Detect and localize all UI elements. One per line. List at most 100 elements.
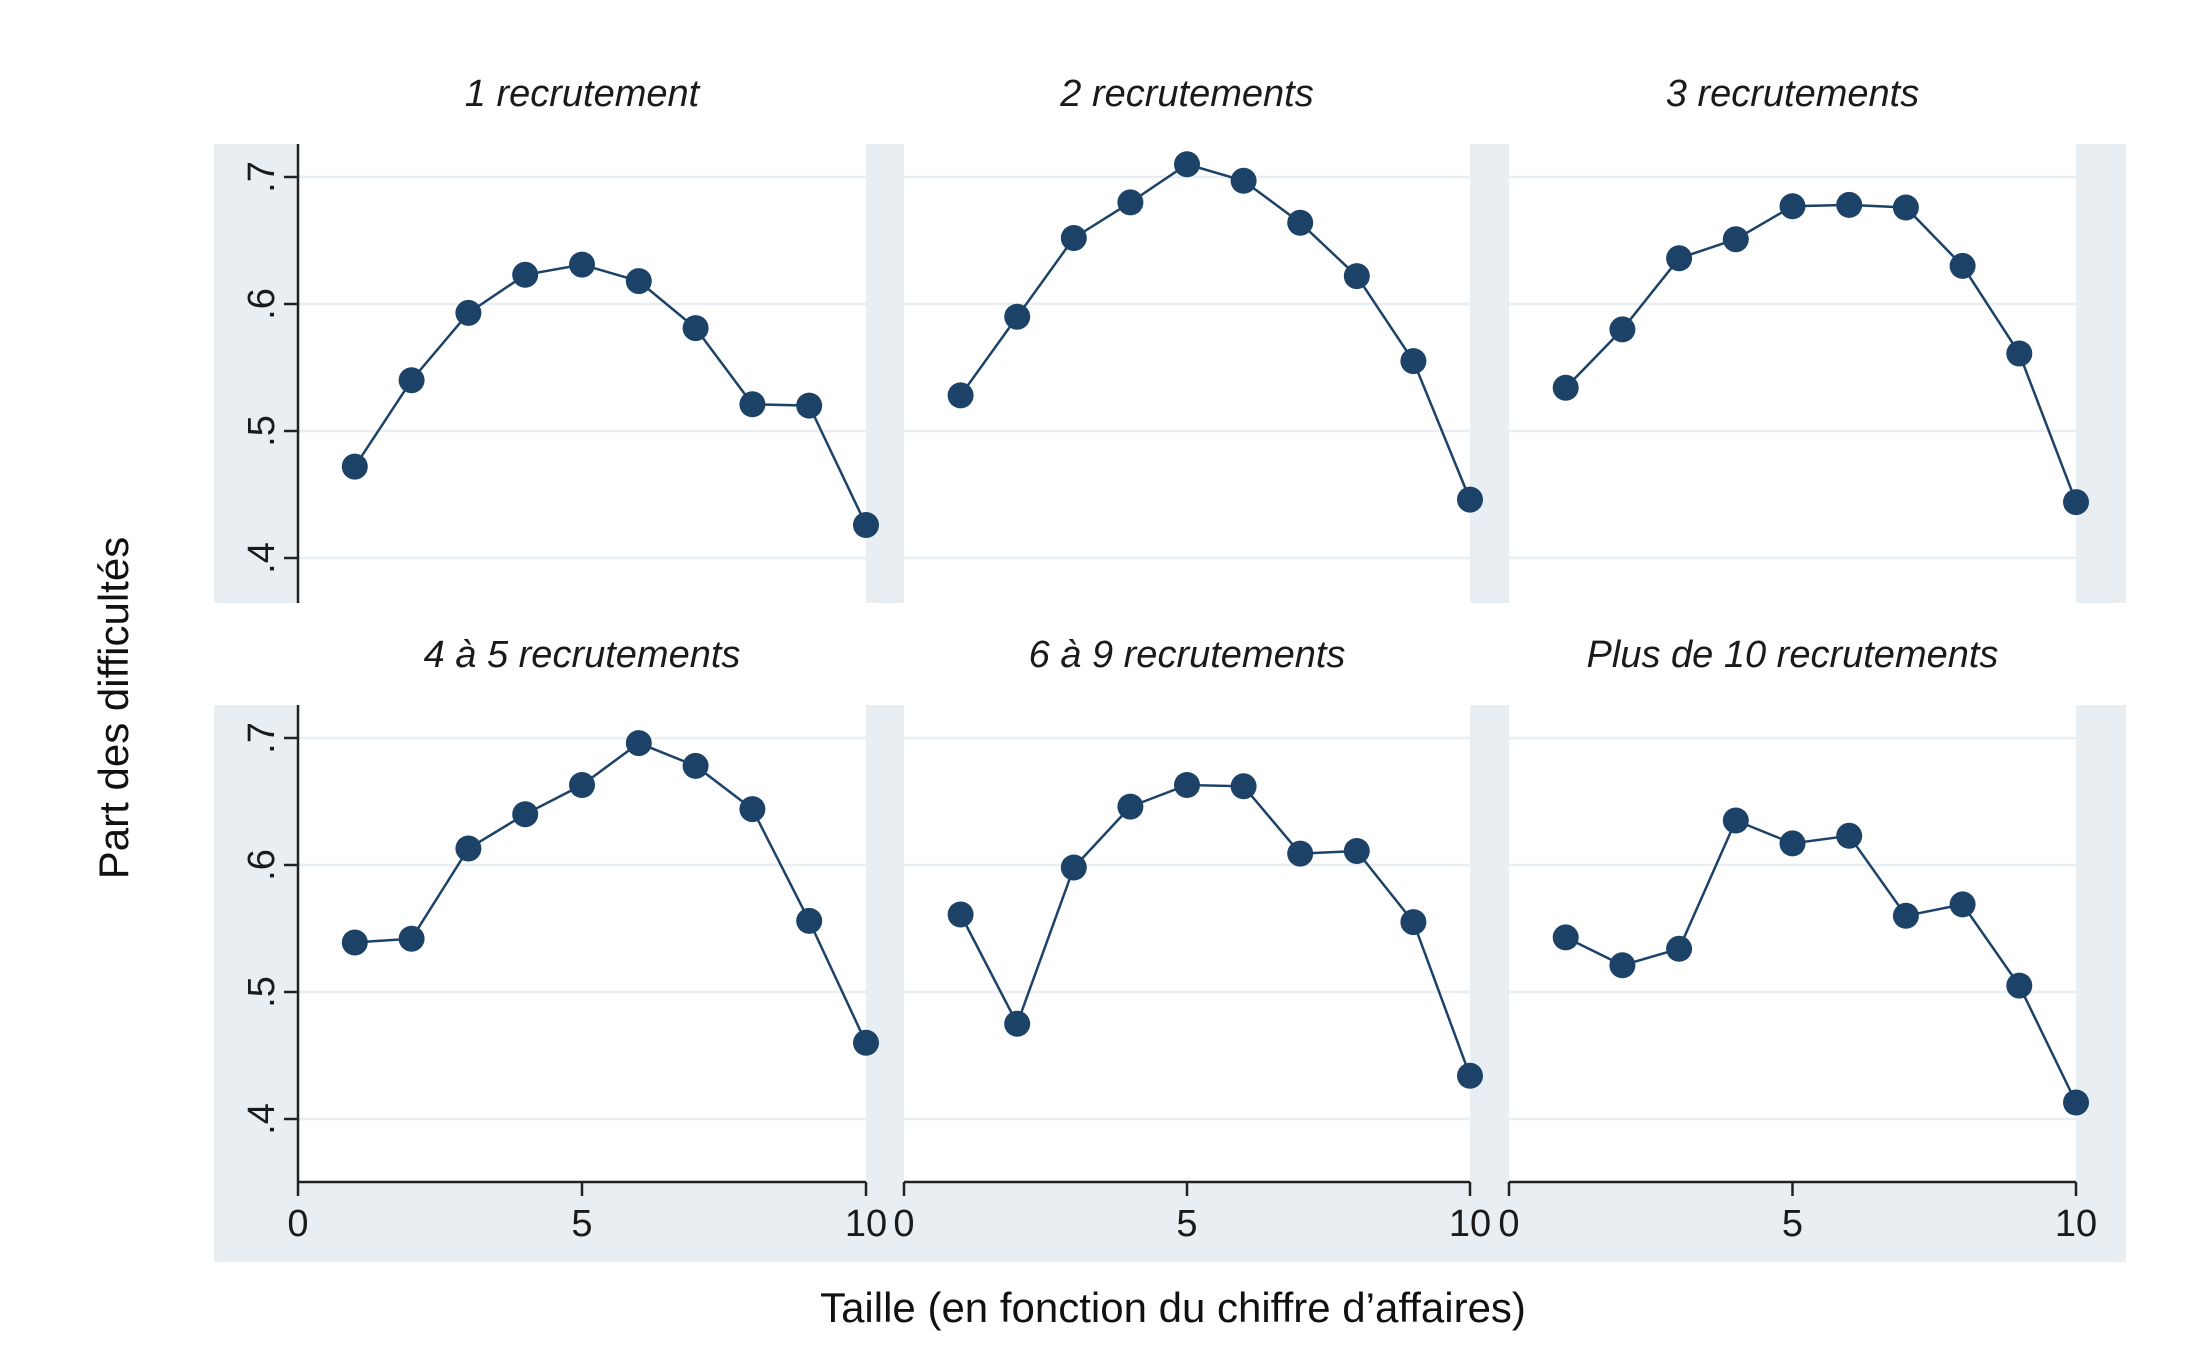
- data-point: [796, 907, 823, 934]
- panel-3: 3 recrutements: [1509, 73, 2089, 603]
- x-tick-label: 10: [2055, 1203, 2097, 1245]
- data-point: [1287, 840, 1314, 867]
- x-tick-label: 5: [1176, 1203, 1197, 1245]
- data-point: [1174, 772, 1200, 798]
- y-tick-label: .5: [241, 976, 283, 1008]
- data-point: [1666, 245, 1693, 272]
- series-line: [1565, 818, 2078, 1104]
- data-point: [1400, 909, 1427, 936]
- panel-5: 6 à 9 recrutements 0 5 10: [893, 634, 1491, 1245]
- plot-region: [904, 144, 1470, 603]
- y-axis-title: Part des difficultés: [90, 537, 137, 879]
- data-point: [1060, 854, 1087, 881]
- x-tick-label: 10: [1449, 1203, 1491, 1245]
- data-point: [2063, 1089, 2089, 1116]
- data-point: [625, 730, 652, 757]
- panel-1: 1 recrutement .4 .5 .6 .7: [241, 73, 879, 603]
- data-point: [1949, 891, 1976, 918]
- y-tick-label: .7: [241, 722, 283, 754]
- data-point: [1343, 838, 1370, 864]
- y-tick-label: .6: [241, 849, 283, 881]
- data-point: [1722, 226, 1749, 253]
- data-point: [1174, 151, 1200, 178]
- data-point: [1117, 189, 1144, 216]
- data-point: [739, 391, 766, 418]
- data-point: [2063, 489, 2089, 516]
- data-point: [398, 925, 425, 952]
- data-point: [512, 801, 539, 828]
- data-point: [1117, 793, 1144, 820]
- data-point: [2006, 972, 2033, 999]
- data-point: [398, 367, 425, 394]
- x-tick-label: 0: [287, 1203, 308, 1245]
- data-point: [1892, 902, 1919, 929]
- panel-2: 2 recrutements: [904, 73, 1483, 603]
- data-point: [853, 1029, 879, 1056]
- data-point: [1004, 303, 1031, 330]
- data-point: [1892, 194, 1919, 221]
- plot-region: [1509, 705, 2076, 1182]
- data-point: [1836, 191, 1863, 218]
- data-point: [1609, 952, 1636, 979]
- x-tick-label: 0: [1498, 1203, 1519, 1245]
- y-tick-label: .7: [241, 161, 283, 193]
- panel-title: 3 recrutements: [1666, 73, 1919, 115]
- data-point: [1287, 209, 1314, 236]
- series-line: [354, 741, 868, 1044]
- data-point: [625, 268, 652, 295]
- x-tick-label: 5: [1782, 1203, 1803, 1245]
- data-point: [1779, 193, 1806, 220]
- series-line: [959, 162, 1472, 501]
- data-point: [682, 752, 709, 779]
- y-tick-label: .4: [241, 1103, 283, 1135]
- y-tick-label: .6: [241, 288, 283, 320]
- data-point: [569, 251, 595, 278]
- data-point: [1552, 374, 1579, 401]
- data-point: [1949, 252, 1976, 279]
- data-point: [1230, 773, 1257, 800]
- data-point: [739, 796, 766, 823]
- data-point: [947, 901, 974, 928]
- data-point: [853, 512, 879, 538]
- data-point: [1230, 167, 1257, 194]
- series-line: [1564, 203, 2078, 503]
- data-point: [1552, 924, 1579, 951]
- plot-region: [1509, 144, 2076, 603]
- plot-region: [298, 144, 866, 603]
- data-point: [1779, 830, 1806, 857]
- x-tick-label: 0: [893, 1203, 914, 1245]
- data-point: [1004, 1010, 1031, 1037]
- y-tick-label: .4: [241, 542, 283, 574]
- data-point: [1722, 807, 1749, 834]
- panel-title: 1 recrutement: [465, 73, 701, 115]
- data-point: [455, 299, 482, 326]
- panel-title: 4 à 5 recrutements: [424, 634, 741, 676]
- data-point: [1400, 348, 1427, 375]
- y-tick-label: .5: [241, 415, 283, 447]
- data-point: [682, 315, 709, 342]
- data-point: [2006, 340, 2033, 367]
- data-point: [512, 261, 539, 288]
- data-point: [1609, 316, 1636, 343]
- data-point: [1457, 486, 1483, 513]
- panel-4: 4 à 5 recrutements .4 .5 .6 .7 0 5 10: [241, 634, 887, 1245]
- panel-title: 2 recrutements: [1059, 73, 1313, 115]
- panels: 1 recrutement .4 .5 .6 .7 2 recrutements 3 rec…: [241, 73, 2097, 1245]
- data-point: [947, 382, 974, 409]
- data-point: [1343, 263, 1370, 290]
- data-point: [796, 392, 823, 419]
- data-point: [569, 772, 595, 798]
- x-tick-label: 10: [845, 1203, 887, 1245]
- x-axis-title: Taille (en fonction du chiffre d’affaire…: [820, 1284, 1526, 1331]
- data-point: [1666, 935, 1693, 962]
- series-line: [959, 783, 1472, 1077]
- data-point: [1836, 822, 1863, 849]
- data-point: [1457, 1062, 1483, 1089]
- panel-title: Plus de 10 recrutements: [1587, 634, 1999, 676]
- x-tick-label: 5: [571, 1203, 592, 1245]
- data-point: [455, 835, 482, 862]
- series-line: [353, 263, 868, 526]
- data-point: [1060, 225, 1087, 251]
- data-point: [341, 453, 368, 480]
